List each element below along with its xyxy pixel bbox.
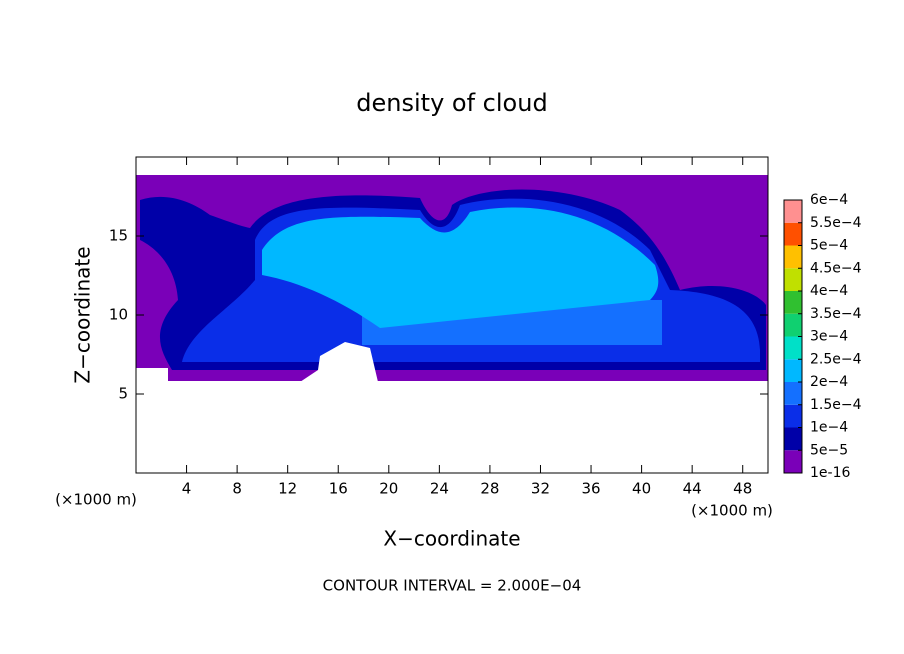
- colorbar-label: 5e−4: [810, 238, 848, 254]
- colorbar-label: 3.5e−4: [810, 306, 862, 322]
- footer-note: CONTOUR INTERVAL = 2.000E−04: [323, 577, 582, 595]
- y-tick-label: 5: [118, 385, 128, 403]
- y-tick-label: 15: [109, 227, 128, 245]
- x-tick-label: 32: [531, 480, 550, 498]
- colorbar-label: 4e−4: [810, 283, 848, 299]
- colorbar-swatch: [784, 291, 802, 314]
- colorbar-label: 1e-16: [810, 465, 850, 481]
- x-tick-label: 8: [232, 480, 242, 498]
- colorbar-swatch: [784, 268, 802, 291]
- contour-region: [262, 207, 659, 328]
- colorbar-swatch: [784, 450, 802, 473]
- y-tick-label: 10: [109, 306, 128, 324]
- colorbar-label: 2e−4: [810, 374, 848, 390]
- x-axis-label: X−coordinate: [383, 527, 520, 551]
- colorbar-label: 5e−5: [810, 442, 848, 458]
- x-tick-label: 4: [182, 480, 192, 498]
- x-tick-label: 44: [683, 480, 702, 498]
- colorbar-label: 1e−4: [810, 420, 848, 436]
- colorbar-swatch: [784, 404, 802, 428]
- x-tick-label: 40: [632, 480, 651, 498]
- colorbar-label: 2.5e−4: [810, 351, 862, 367]
- x-unit: (×1000 m): [691, 502, 773, 520]
- colorbar-swatch: [784, 222, 802, 246]
- x-tick-label: 12: [278, 480, 297, 498]
- colorbar-label: 4.5e−4: [810, 260, 862, 276]
- colorbar-swatch: [784, 313, 802, 337]
- colorbar-label: 5.5e−4: [810, 215, 862, 231]
- colorbar-swatch: [784, 427, 802, 451]
- x-tick-label: 36: [581, 480, 600, 498]
- chart-title: density of cloud: [356, 89, 547, 117]
- x-tick-label: 24: [430, 480, 449, 498]
- y-axis-label: Z−coordinate: [71, 246, 95, 383]
- x-tick-label: 28: [480, 480, 499, 498]
- colorbar-label: 1.5e−4: [810, 397, 862, 413]
- colorbar-swatch: [784, 336, 802, 360]
- x-tick-label: 16: [329, 480, 348, 498]
- empty-region: [300, 342, 378, 382]
- contour-field: [136, 175, 768, 382]
- colorbar-label: 6e−4: [810, 192, 848, 208]
- y-unit: (×1000 m): [55, 491, 137, 509]
- colorbar-swatch: [784, 382, 802, 405]
- colorbar-swatch: [784, 200, 802, 223]
- colorbar-label: 3e−4: [810, 329, 848, 345]
- colorbar-swatch: [784, 359, 802, 382]
- x-tick-label: 20: [379, 480, 398, 498]
- colorbar-swatch: [784, 245, 802, 269]
- x-tick-label: 48: [733, 480, 752, 498]
